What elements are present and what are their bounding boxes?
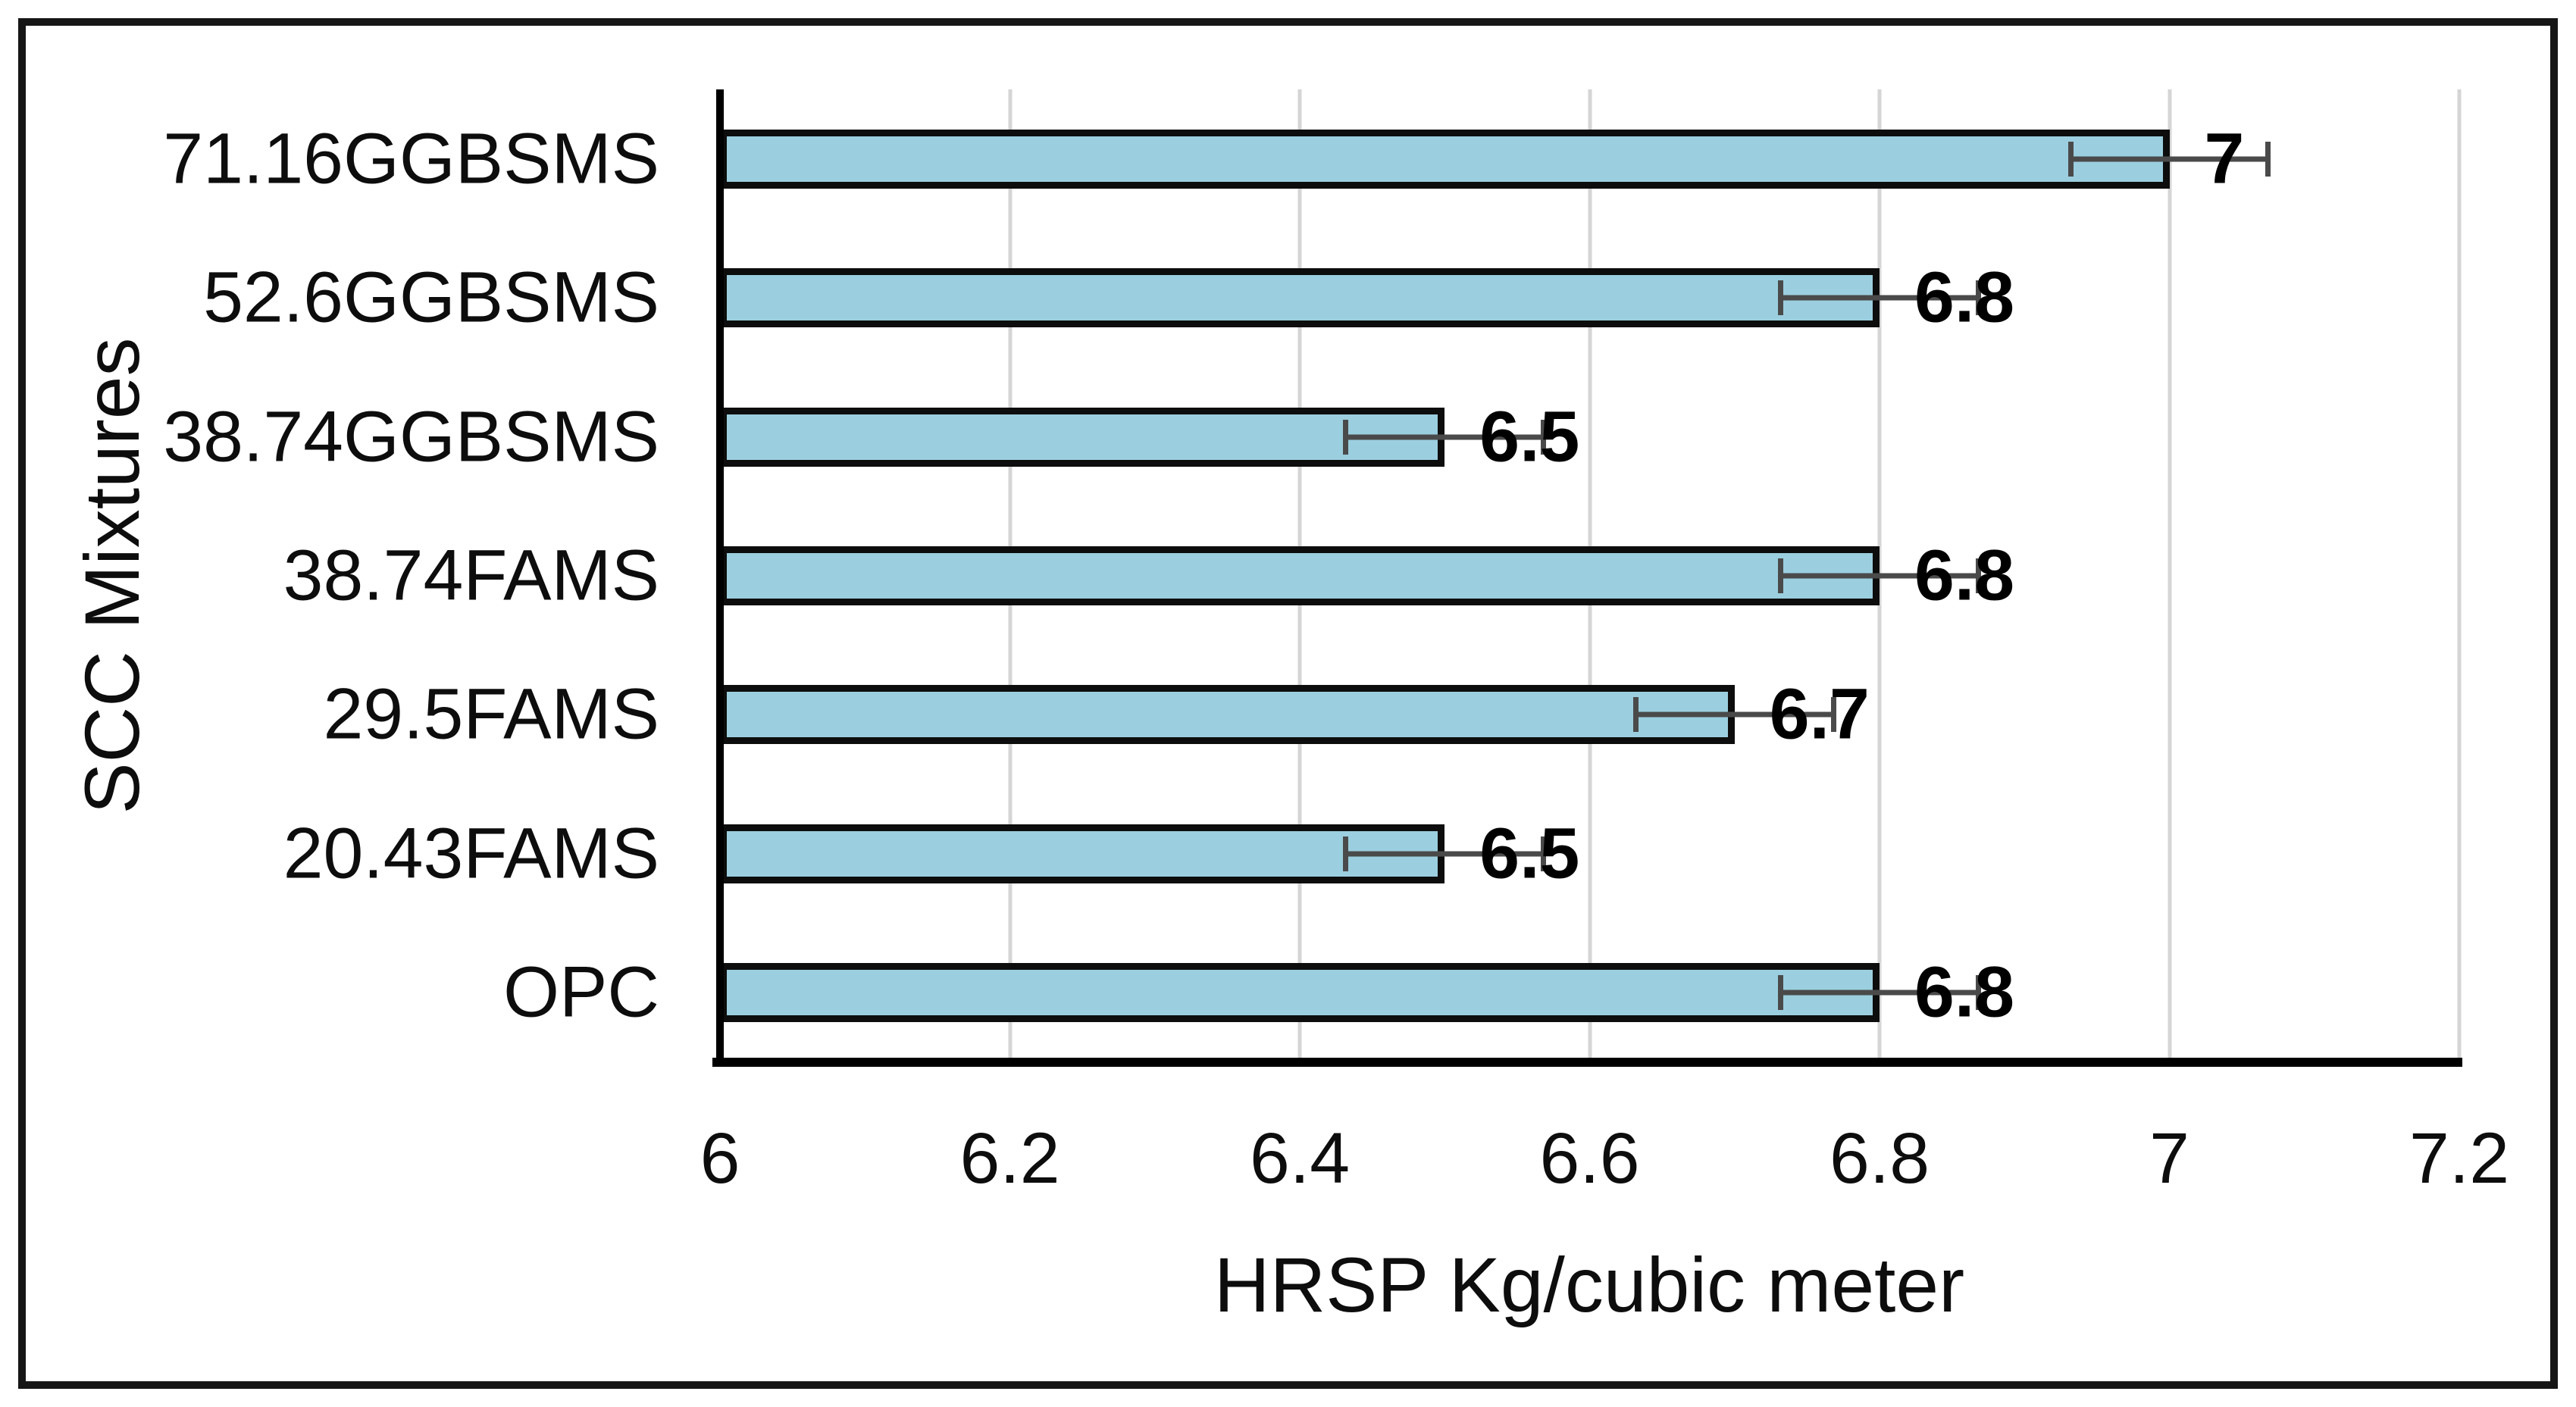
error-bar-cap xyxy=(1343,836,1349,871)
category-label: 71.16GGBSMS xyxy=(163,118,659,199)
data-label: 6.5 xyxy=(1479,813,1580,894)
category-label: 20.43FAMS xyxy=(283,813,659,894)
x-tick-label: 6.2 xyxy=(959,1118,1060,1199)
x-axis-line xyxy=(712,1058,2462,1067)
gridline xyxy=(2457,89,2462,1062)
x-tick-label: 6.6 xyxy=(1539,1118,1640,1199)
bar-row: OPC 6.8 xyxy=(503,924,2459,1062)
error-bar xyxy=(1778,975,1981,1011)
bar xyxy=(720,268,1880,328)
bar xyxy=(720,407,1445,467)
x-tick-label: 6.8 xyxy=(1829,1118,1930,1199)
data-label: 6.7 xyxy=(1769,674,1870,755)
category-label: 38.74GGBSMS xyxy=(163,396,659,477)
error-bar-cap xyxy=(1343,419,1349,455)
gridline xyxy=(2168,89,2171,1062)
error-bar-cap xyxy=(1975,280,1981,316)
error-bar xyxy=(1343,419,1547,455)
x-tick-label: 6.4 xyxy=(1249,1118,1351,1199)
error-bar-line xyxy=(1343,434,1547,440)
error-bar-cap xyxy=(1778,558,1784,593)
plot-area: 71.16GGBSMS 7 52.6GGBSMS 6.8 38.74GGBSMS 6.5 3… xyxy=(163,89,2462,1067)
error-bar-cap xyxy=(1778,975,1784,1011)
error-bar-cap xyxy=(1541,836,1547,871)
category-label: 29.5FAMS xyxy=(323,674,659,755)
error-bar-line xyxy=(1343,851,1547,857)
category-label: 52.6GGBSMS xyxy=(203,257,659,338)
error-bar xyxy=(1343,836,1547,871)
error-bar xyxy=(1632,697,1836,733)
bar-row: 52.6GGBSMS 6.8 xyxy=(203,228,2459,367)
error-bar-line xyxy=(1778,295,1981,301)
bar xyxy=(720,685,1735,745)
bar-row: 71.16GGBSMS 7 xyxy=(163,89,2459,228)
error-bar-line xyxy=(1632,711,1836,718)
error-bar-cap xyxy=(1975,558,1981,593)
x-axis-tick-labels: 6 6.2 6.4 6.6 6.8 7 7.2 xyxy=(700,1118,2509,1214)
x-tick-label: 7.2 xyxy=(2409,1118,2510,1199)
error-bar xyxy=(1778,280,1981,316)
bar-row: 38.74GGBSMS 6.5 xyxy=(163,367,2459,506)
error-bar-cap xyxy=(1778,280,1784,316)
data-label: 6.8 xyxy=(1914,257,2015,338)
category-label: OPC xyxy=(503,952,659,1033)
bar-row: 29.5FAMS 6.7 xyxy=(323,646,2459,784)
error-bar-cap xyxy=(1975,975,1981,1011)
error-bar-cap xyxy=(2265,141,2271,177)
bar-row: 20.43FAMS 6.5 xyxy=(283,784,2459,923)
data-label: 7 xyxy=(2204,118,2245,199)
bar-row: 38.74FAMS 6.8 xyxy=(283,506,2459,645)
data-label: 6.8 xyxy=(1914,535,2015,616)
bar xyxy=(720,963,1880,1023)
error-bar-cap xyxy=(1541,419,1547,455)
error-bar-line xyxy=(2067,156,2271,162)
data-label: 6.5 xyxy=(1479,396,1580,477)
bar xyxy=(720,824,1445,883)
error-bar-line xyxy=(1778,990,1981,996)
y-axis-title: SCC Mixtures xyxy=(69,337,155,814)
bar xyxy=(720,546,1880,605)
error-bar xyxy=(2067,141,2271,177)
error-bar-line xyxy=(1778,573,1981,579)
category-label: 38.74FAMS xyxy=(283,535,659,616)
error-bar-cap xyxy=(1830,697,1836,733)
data-label: 6.8 xyxy=(1914,952,2015,1033)
error-bar-cap xyxy=(2067,141,2074,177)
x-tick-label: 6 xyxy=(700,1118,740,1199)
y-axis-line xyxy=(716,89,724,1067)
x-axis-title: HRSP Kg/cubic meter xyxy=(1213,1242,1965,1328)
error-bar xyxy=(1778,558,1981,593)
error-bar-cap xyxy=(1632,697,1639,733)
x-tick-label: 7 xyxy=(2149,1118,2189,1199)
bar xyxy=(720,129,2170,189)
